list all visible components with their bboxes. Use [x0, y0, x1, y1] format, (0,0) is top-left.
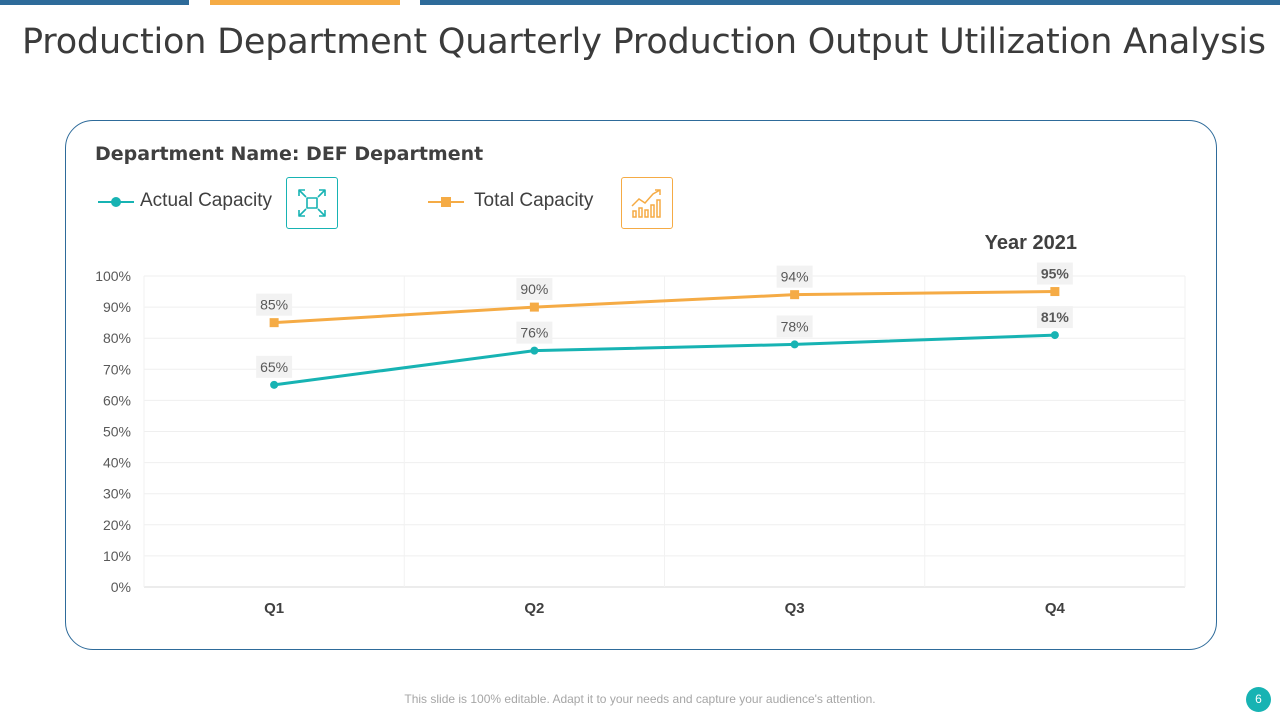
- legend-item-total: Total Capacity: [428, 188, 618, 216]
- data-point-actual: [790, 340, 799, 349]
- data-label-bg: [256, 293, 293, 316]
- x-tick-label: Q4: [1045, 600, 1066, 617]
- legend-item-actual: Actual Capacity: [98, 188, 288, 216]
- department-label: Department Name: DEF Department: [95, 143, 484, 165]
- data-label: 95%: [1041, 266, 1070, 282]
- data-point-actual: [1050, 331, 1059, 340]
- data-point-total: [790, 290, 800, 300]
- data-label-bg: [776, 265, 813, 288]
- data-label-bg: [1036, 306, 1073, 329]
- x-tick-label: Q2: [524, 600, 544, 617]
- legend-label-actual: Actual Capacity: [140, 190, 273, 211]
- y-tick-label: 20%: [103, 517, 131, 533]
- y-tick-label: 80%: [103, 330, 131, 346]
- data-label: 81%: [1041, 309, 1070, 325]
- data-label: 65%: [260, 359, 288, 375]
- y-tick-label: 60%: [103, 392, 131, 408]
- y-tick-label: 100%: [95, 268, 131, 284]
- chart-card: [65, 120, 1217, 650]
- data-label: 90%: [520, 281, 548, 297]
- page-number: 6: [1246, 687, 1271, 712]
- x-tick-label: Q3: [785, 600, 805, 617]
- series-line-total: [274, 290, 1055, 325]
- top-accent-bar-middle: [210, 0, 400, 5]
- top-accent-bar-left: [0, 0, 189, 5]
- footer-note: This slide is 100% editable. Adapt it to…: [404, 692, 876, 706]
- y-tick-label: 30%: [103, 486, 131, 502]
- data-label: 76%: [520, 325, 548, 341]
- legend-label-total: Total Capacity: [474, 190, 594, 211]
- y-tick-label: 70%: [103, 361, 131, 377]
- data-point-total: [269, 318, 279, 328]
- data-label-bg: [256, 355, 293, 378]
- y-tick-label: 50%: [103, 424, 131, 440]
- series-line-actual: [273, 333, 1055, 387]
- x-tick-label: Q1: [264, 600, 284, 617]
- data-label-bg: [516, 321, 553, 344]
- y-tick-label: 10%: [103, 548, 131, 564]
- data-label-bg: [1036, 262, 1073, 285]
- data-point-actual: [530, 346, 539, 355]
- y-tick-label: 0%: [111, 579, 131, 595]
- top-accent-bar-right: [420, 0, 1280, 5]
- data-label-bg: [516, 278, 553, 301]
- data-label-bg: [776, 315, 813, 338]
- legend-marker-actual: [111, 197, 121, 207]
- y-tick-label: 90%: [103, 299, 131, 315]
- growth-chart-icon: [621, 177, 673, 229]
- slide-title: Production Department Quarterly Producti…: [22, 22, 1266, 62]
- data-point-total: [1050, 287, 1060, 297]
- data-point-actual: [270, 380, 279, 389]
- year-label: Year 2021: [984, 232, 1077, 254]
- legend-marker-total: [441, 197, 451, 207]
- expand-arrows-icon: [286, 177, 338, 229]
- data-label: 85%: [260, 297, 288, 313]
- data-point-total: [529, 302, 539, 312]
- data-label: 94%: [781, 269, 809, 285]
- data-label: 78%: [781, 318, 809, 334]
- y-tick-label: 40%: [103, 455, 131, 471]
